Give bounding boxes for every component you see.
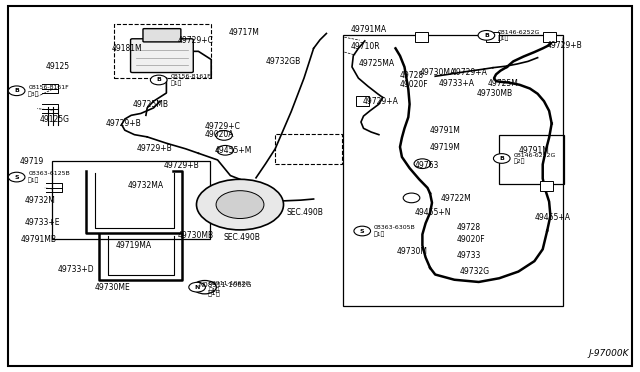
Text: 49729+B: 49729+B <box>106 119 141 128</box>
Text: N: N <box>195 285 200 290</box>
Text: 49725MB: 49725MB <box>132 100 168 109</box>
Circle shape <box>414 159 431 169</box>
Circle shape <box>217 145 234 155</box>
Circle shape <box>8 172 25 182</box>
Text: 49791MB: 49791MB <box>20 235 56 244</box>
Text: 08146-6252G
（2）: 08146-6252G （2） <box>513 153 556 164</box>
Text: S: S <box>360 228 365 234</box>
Text: 08911-1062G
（1）: 08911-1062G （1） <box>209 282 251 293</box>
Text: 49791M: 49791M <box>430 126 461 135</box>
Text: 08156-8161F
（1）: 08156-8161F （1） <box>170 74 211 86</box>
Text: N08911-1062G: N08911-1062G <box>198 282 252 288</box>
Text: 49733+D: 49733+D <box>58 265 94 274</box>
Text: 49730ME: 49730ME <box>95 283 131 292</box>
Text: 49791MA: 49791MA <box>351 25 387 34</box>
Circle shape <box>354 226 371 236</box>
Text: 49710R: 49710R <box>351 42 380 51</box>
Text: 49728: 49728 <box>457 223 481 232</box>
Circle shape <box>478 31 495 40</box>
Text: 49791M: 49791M <box>518 146 549 155</box>
Circle shape <box>493 154 510 163</box>
Circle shape <box>189 282 205 292</box>
Text: B: B <box>14 88 19 93</box>
FancyBboxPatch shape <box>143 29 181 42</box>
Text: 08156-8161F
（3）: 08156-8161F （3） <box>28 85 69 96</box>
Text: J-97000K: J-97000K <box>589 349 629 358</box>
Text: 49733: 49733 <box>457 251 481 260</box>
Text: 49125: 49125 <box>46 62 70 71</box>
Text: 49717M: 49717M <box>229 28 260 37</box>
Circle shape <box>216 191 264 218</box>
Bar <box>52 161 210 239</box>
Text: 49729+B: 49729+B <box>164 161 200 170</box>
Text: 49729+A: 49729+A <box>362 97 398 106</box>
Text: 49455+A: 49455+A <box>535 213 571 222</box>
Bar <box>540 181 553 191</box>
Text: 49730MB: 49730MB <box>178 231 214 240</box>
Circle shape <box>403 193 420 203</box>
Text: 49730MB: 49730MB <box>477 89 513 98</box>
Text: 49722M: 49722M <box>440 194 471 203</box>
Bar <box>275 134 342 164</box>
Text: 49125G: 49125G <box>40 115 70 124</box>
Text: 49732M: 49732M <box>24 196 55 205</box>
FancyBboxPatch shape <box>131 39 193 73</box>
Circle shape <box>196 282 213 292</box>
Text: 49719M: 49719M <box>430 143 461 152</box>
Text: （1）: （1） <box>208 289 221 296</box>
Text: 08146-6252G
（1）: 08146-6252G （1） <box>498 30 540 41</box>
Text: S: S <box>14 174 19 180</box>
Text: 49732G: 49732G <box>460 267 490 276</box>
Text: 49729+B: 49729+B <box>136 144 172 153</box>
Text: 49729+C: 49729+C <box>204 122 240 131</box>
Text: 08363-6125B
（1）: 08363-6125B （1） <box>28 171 70 183</box>
Circle shape <box>150 75 167 85</box>
Text: 49020A: 49020A <box>204 130 234 139</box>
Text: SEC.490B: SEC.490B <box>224 233 261 242</box>
Circle shape <box>216 131 232 140</box>
Text: 49732GB: 49732GB <box>266 57 301 66</box>
Text: 49455+N: 49455+N <box>415 208 451 217</box>
Circle shape <box>193 280 216 294</box>
Text: 49732MA: 49732MA <box>128 181 164 190</box>
Bar <box>415 32 428 42</box>
Text: 08363-6305B
（1）: 08363-6305B （1） <box>374 225 415 237</box>
Circle shape <box>8 86 25 96</box>
Text: 49733+A: 49733+A <box>439 79 475 88</box>
Text: 49455+M: 49455+M <box>215 146 252 155</box>
Bar <box>543 32 556 42</box>
Text: B: B <box>484 33 489 38</box>
Bar <box>356 96 369 106</box>
Bar <box>343 35 563 306</box>
Text: 49728: 49728 <box>400 71 424 80</box>
Bar <box>499 135 564 184</box>
Bar <box>486 32 499 42</box>
Text: 49729+B: 49729+B <box>547 41 582 50</box>
Text: 49730M: 49730M <box>397 247 428 256</box>
Text: 49733+E: 49733+E <box>24 218 60 227</box>
Text: SEC.490B: SEC.490B <box>287 208 324 217</box>
Text: 49181M: 49181M <box>112 44 143 53</box>
Text: 49725M: 49725M <box>488 79 518 88</box>
Text: 49729+C: 49729+C <box>178 36 214 45</box>
Text: 49725MA: 49725MA <box>358 60 394 68</box>
Circle shape <box>196 179 284 230</box>
Text: B: B <box>499 156 504 161</box>
Bar <box>114 24 211 78</box>
Text: 49730MA: 49730MA <box>419 68 456 77</box>
Text: 49763: 49763 <box>415 161 439 170</box>
Text: 49719: 49719 <box>19 157 44 166</box>
Text: 49719MA: 49719MA <box>115 241 151 250</box>
Text: 49020F: 49020F <box>400 80 429 89</box>
Text: 49729+A: 49729+A <box>452 68 488 77</box>
Text: B: B <box>156 77 161 83</box>
Text: 49020F: 49020F <box>457 235 486 244</box>
